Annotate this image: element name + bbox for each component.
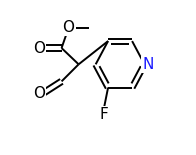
Text: O: O xyxy=(33,86,45,101)
Text: N: N xyxy=(142,57,154,72)
Text: O: O xyxy=(33,41,45,55)
Text: F: F xyxy=(99,107,108,122)
Text: O: O xyxy=(63,20,74,35)
